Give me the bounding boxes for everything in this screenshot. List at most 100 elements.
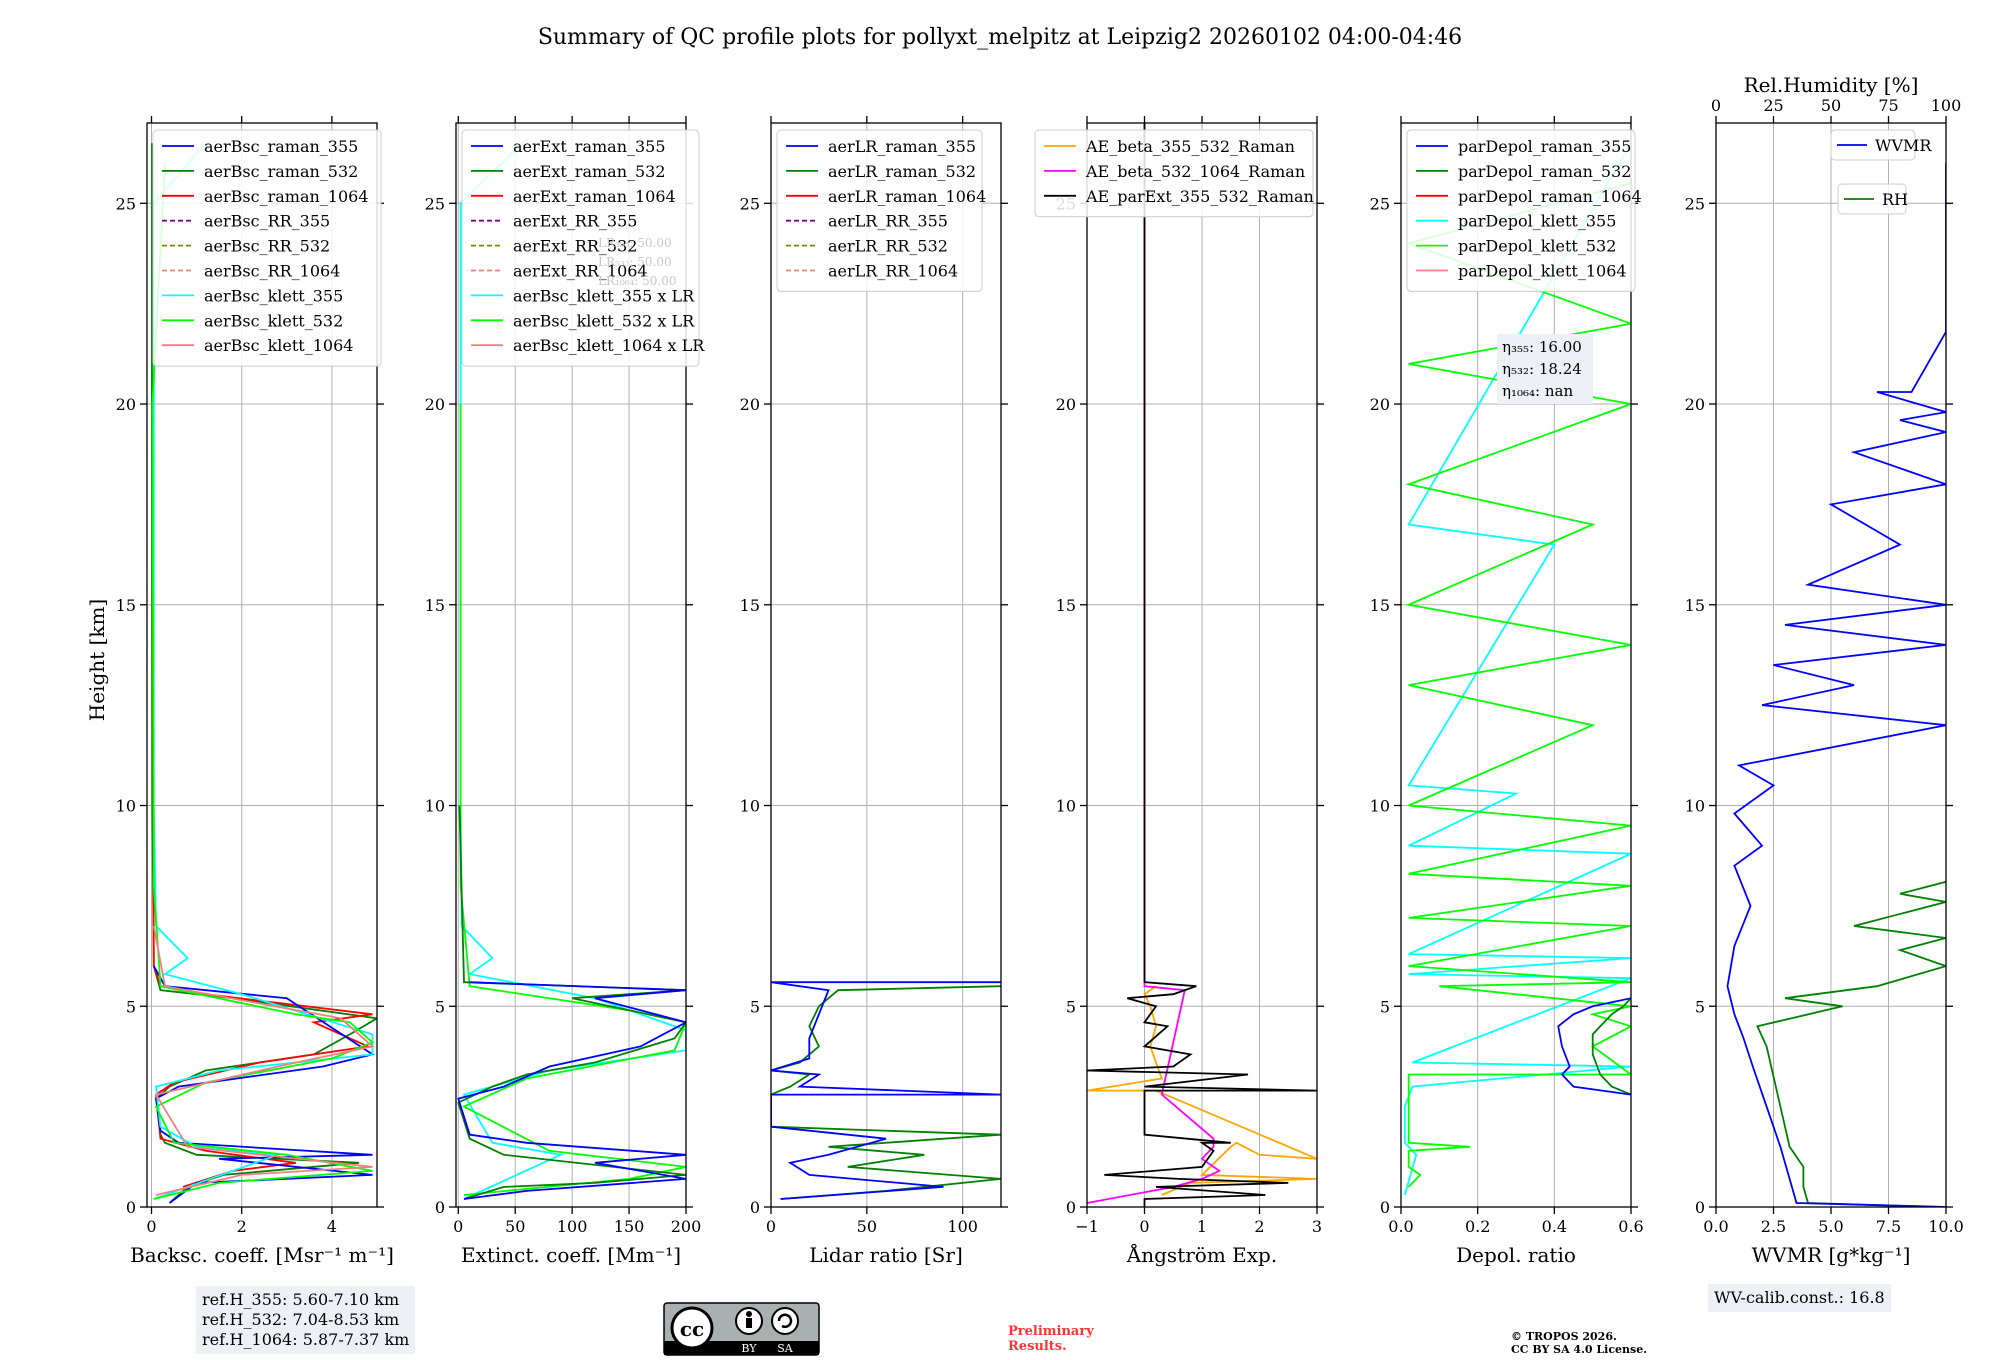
x2-tick-label: 100 (1931, 96, 1962, 115)
legend-label: RH (1882, 190, 1908, 209)
legend-label: aerBsc_raman_532 (204, 162, 358, 181)
eta-annotation: η₁₀₆₄: nan (1502, 382, 1573, 400)
preliminary-line2: Results. (1008, 1339, 1067, 1354)
y-tick-label: 20 (1685, 395, 1705, 414)
legend: aerExt_raman_355 aerExt_raman_532 aerExt_r… (461, 129, 705, 367)
share-alike-icon (771, 1307, 799, 1335)
series-AE_parExt_355_532_Raman (1087, 123, 1317, 1207)
x-tick-label: 0 (1139, 1217, 1149, 1236)
cc-logo-icon (670, 1306, 714, 1350)
cc-logo-text: cc (680, 1317, 704, 1341)
legend-label: aerBsc_klett_1064 x LR (513, 336, 705, 355)
x-axis-label: Lidar ratio [Sr] (809, 1243, 963, 1267)
legend: aerLR_raman_355 aerLR_raman_532 aerLR_rama… (776, 129, 986, 292)
legend-frame (152, 129, 382, 367)
y-tick-label: 10 (1370, 797, 1390, 816)
y-tick-label: 10 (116, 797, 136, 816)
legend-label: AE_beta_532_1064_Raman (1085, 162, 1305, 181)
x-axis-label: Backsc. coeff. [Msr⁻¹ m⁻¹] (130, 1243, 394, 1267)
x-tick-label: 2 (237, 1217, 247, 1236)
y-tick-label: 15 (425, 596, 445, 615)
x-tick-label: 0.0 (1388, 1217, 1413, 1236)
series-aerExt_raman_355 (457, 981, 686, 1200)
y-tick-label: 25 (116, 194, 136, 213)
y-tick-label: 0 (1380, 1198, 1390, 1217)
legend-label: aerLR_raman_1064 (828, 187, 986, 206)
y-tick-label: 0 (126, 1198, 136, 1217)
y-axis-label: Height [km] (85, 599, 109, 721)
legend: parDepol_raman_355 parDepol_raman_532 parD… (1406, 129, 1642, 292)
y-tick-label: 25 (1685, 194, 1705, 213)
series-aerExt_raman_532 (457, 805, 686, 1200)
x-tick-label: 4 (327, 1217, 337, 1236)
x-tick-label: 100 (947, 1217, 978, 1236)
legend-label: parDepol_klett_532 (1458, 237, 1616, 256)
x2-axis-label: Rel.Humidity [%] (1744, 73, 1919, 97)
legend-label: parDepol_klett_1064 (1458, 262, 1627, 281)
x-tick-label: 150 (614, 1217, 645, 1236)
y-tick-label: 5 (126, 997, 136, 1016)
x-tick-label: 0.0 (1703, 1217, 1728, 1236)
lr-annotation: LR₅₃₂: 50.00 (598, 255, 672, 269)
series-parDepol_klett_532 (1405, 182, 1631, 1188)
legend-label: AE_parExt_355_532_Raman (1085, 187, 1314, 206)
x-axis-label: WVMR [g*kg⁻¹] (1752, 1243, 1911, 1267)
series-aerLR_raman_532 (771, 985, 1001, 1200)
x-tick-label: 0.6 (1618, 1217, 1643, 1236)
x-tick-label: 0 (146, 1217, 156, 1236)
legend-label: aerExt_raman_1064 (513, 187, 676, 206)
y-tick-label: 20 (1370, 395, 1390, 414)
x-tick-label: 2.5 (1761, 1217, 1786, 1236)
legend-label: aerBsc_RR_1064 (204, 262, 340, 281)
y-tick-label: 10 (1056, 797, 1076, 816)
panel-backscatter: 0 2 4 0 5 10 15 20 25 Backsc. coeff. [Msr⁻¹ m⁻¹] a… (116, 116, 394, 1267)
by-label: BY (741, 1342, 757, 1355)
legend-label: aerLR_RR_1064 (828, 262, 958, 281)
y-tick-label: 20 (425, 395, 445, 414)
series-parDepol_klett_355 (1403, 142, 1631, 1196)
legend-label: aerLR_raman_532 (828, 162, 976, 181)
y-tick-label: 0 (1695, 1198, 1705, 1217)
x-tick-label: 0 (766, 1217, 776, 1236)
y-tick-label: 25 (1370, 194, 1390, 213)
series-AE_beta_532_1064_Raman (1087, 123, 1222, 1204)
preliminary-line1: Preliminary (1008, 1324, 1094, 1339)
x-axis-label: Depol. ratio (1456, 1243, 1576, 1267)
legend-label: aerExt_RR_1064 (513, 262, 648, 281)
y-tick-label: 5 (1066, 997, 1076, 1016)
axes-frame (146, 122, 378, 1208)
copyright-line1: © TROPOS 2026. (1511, 1330, 1617, 1343)
legend-label: parDepol_raman_1064 (1458, 187, 1642, 206)
y-tick-label: 15 (740, 596, 760, 615)
x-tick-label: 1 (1197, 1217, 1207, 1236)
y-tick-label: 10 (1685, 797, 1705, 816)
y-tick-label: 15 (1685, 596, 1705, 615)
y-tick-label: 5 (1380, 997, 1390, 1016)
y-tick-label: 25 (425, 194, 445, 213)
x-tick-label: 0.4 (1542, 1217, 1567, 1236)
ref-height-box: ref.H_355: 5.60-7.10 km ref.H_532: 7.04-… (196, 1286, 416, 1354)
legend-frame (461, 129, 700, 367)
legend-label: WVMR (1875, 136, 1932, 155)
legend-label: aerBsc_klett_355 (204, 286, 343, 305)
x2-tick-label: 0 (1711, 96, 1721, 115)
panel-depol: 0.0 0.2 0.4 0.6 0 5 10 15 20 25 Depol. ratio parDep… (1370, 116, 1644, 1267)
x-tick-label: 200 (671, 1217, 702, 1236)
series-parDepol_raman_532 (1591, 997, 1631, 1096)
legend-RH: RH (1837, 183, 1908, 215)
legend-label: AE_beta_355_532_Raman (1085, 137, 1295, 156)
legend: AE_beta_355_532_Raman AE_beta_532_1064_Ra… (1034, 129, 1314, 218)
axes-frame (770, 122, 1002, 1208)
y-tick-label: 10 (425, 797, 445, 816)
x-tick-label: 50 (505, 1217, 525, 1236)
legend-label: aerBsc_raman_355 (204, 137, 358, 156)
legend-label: parDepol_raman_532 (1458, 162, 1631, 181)
x-axis-label: Ångström Exp. (1126, 1242, 1277, 1267)
series-aerBsc_klett_1064 (152, 925, 375, 1196)
legend-label: parDepol_klett_355 (1458, 212, 1616, 231)
x-tick-label: 10.0 (1928, 1217, 1964, 1236)
legend-label: aerExt_RR_532 (513, 237, 637, 256)
legend-label: aerBsc_klett_355 x LR (513, 286, 695, 305)
x-tick-label: 3 (1312, 1217, 1322, 1236)
